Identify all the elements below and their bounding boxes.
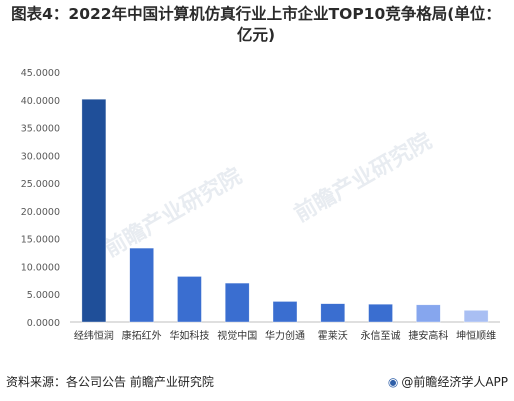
bar	[224, 282, 250, 323]
chart-title: 图表4：2022年中国计算机仿真行业上市企业TOP10竞争格局(单位：亿元)	[11, 5, 501, 44]
x-tick-label: 康拓红外	[122, 329, 162, 342]
source-note: 资料来源：各公司公告 前瞻产业研究院	[6, 375, 214, 389]
bar	[416, 304, 441, 323]
x-tick-label: 捷安高科	[408, 329, 448, 342]
brand-label: @前瞻经济学人APP	[401, 375, 508, 389]
bar	[81, 98, 107, 323]
y-tick-label: 35.0000	[21, 124, 60, 135]
brand-credit: ◉ @前瞻经济学人APP	[388, 373, 508, 390]
bar	[177, 276, 202, 323]
y-tick-label: 0.0000	[27, 318, 60, 329]
x-tick-label: 视觉中国	[217, 329, 257, 342]
qianzhan-logo-icon: ◉	[387, 375, 399, 389]
y-tick-label: 15.0000	[21, 235, 60, 246]
x-tick-label: 华力创通	[265, 329, 305, 342]
bar	[129, 247, 154, 323]
bar	[272, 301, 298, 323]
x-tick-label: 霍莱沃	[318, 330, 348, 342]
x-tick-label: 坤恒顺维	[456, 329, 496, 342]
bar	[320, 303, 346, 323]
x-tick-label: 永信至诚	[361, 329, 401, 342]
bar	[368, 303, 393, 323]
y-tick-label: 5.0000	[27, 290, 60, 301]
y-tick-label: 45.0000	[21, 68, 60, 79]
footer: 资料来源：各公司公告 前瞻产业研究院 ◉ @前瞻经济学人APP	[6, 371, 508, 391]
y-tick-label: 25.0000	[21, 179, 60, 190]
x-tick-label: 华如科技	[169, 329, 209, 342]
x-tick-label: 经纬恒润	[74, 329, 114, 342]
y-tick-label: 30.0000	[21, 151, 60, 162]
y-tick-label: 20.0000	[21, 207, 60, 218]
y-tick-label: 40.0000	[21, 96, 60, 107]
y-tick-label: 10.0000	[21, 262, 60, 273]
bar	[463, 310, 489, 323]
